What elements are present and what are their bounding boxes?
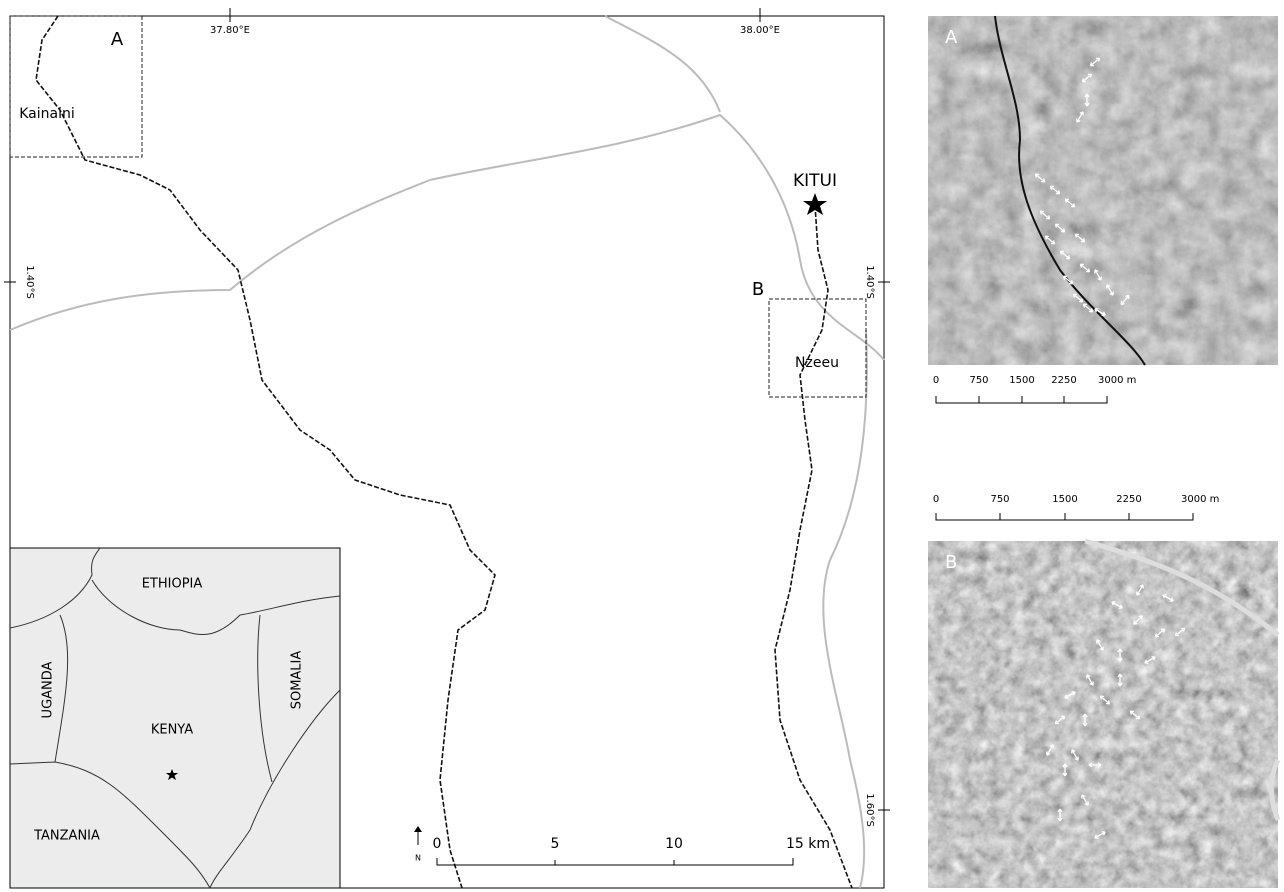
panel-label: B — [945, 552, 957, 573]
figure: 37.80°E 38.00°E 1.40°S 1.40°S 1.60°S A B… — [0, 0, 1284, 892]
north-label: N — [415, 854, 421, 863]
latitude-label: 1.60°S — [864, 793, 875, 827]
country-label: SOMALIA — [290, 651, 305, 710]
scale-label: 3000 m — [1181, 494, 1219, 505]
satellite-image — [928, 541, 1278, 888]
scale-label: 0 — [933, 494, 939, 505]
panel-b: 0 750 1500 2250 3000 m B — [928, 494, 1278, 888]
place-label: KITUI — [793, 171, 837, 191]
country-inset: ETHIOPIA UGANDA KENYA SOMALIA TANZANIA — [10, 548, 340, 888]
scale-label: 2250 — [1051, 375, 1076, 386]
scale-label: 10 — [665, 836, 683, 852]
scale-label: 0 — [933, 375, 939, 386]
country-label: UGANDA — [41, 661, 56, 718]
scale-label: 2250 — [1116, 494, 1141, 505]
scale-label: 750 — [990, 494, 1009, 505]
satellite-image — [928, 16, 1278, 365]
box-label: A — [111, 29, 124, 50]
latitude-label: 1.40°S — [864, 265, 875, 299]
country-label: TANZANIA — [33, 829, 100, 844]
box-label: B — [752, 279, 764, 300]
scale-label: 15 km — [786, 836, 830, 852]
place-label: Nzeeu — [795, 355, 839, 371]
country-label: KENYA — [151, 723, 193, 738]
place-label: Kainaini — [19, 106, 75, 122]
longitude-label: 38.00°E — [740, 25, 780, 36]
scale-label: 1500 — [1052, 494, 1077, 505]
scale-label: 3000 m — [1098, 375, 1136, 386]
scale-label: 0 — [433, 836, 442, 852]
scale-label: 5 — [551, 836, 560, 852]
latitude-label: 1.40°S — [24, 265, 35, 299]
scale-bar — [936, 513, 1193, 520]
panel-label: A — [945, 27, 958, 48]
scale-bar — [936, 396, 1107, 403]
longitude-label: 37.80°E — [210, 25, 250, 36]
scale-label: 1500 — [1009, 375, 1034, 386]
country-label: ETHIOPIA — [142, 577, 203, 592]
scale-label: 750 — [969, 375, 988, 386]
panel-a: A 0 750 1500 2250 3000 m — [928, 16, 1278, 403]
